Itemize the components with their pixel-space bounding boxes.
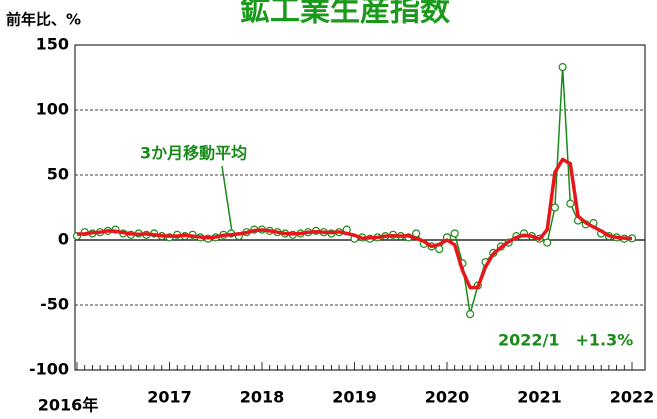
annotation: 3か月移動平均 [140, 144, 247, 163]
x-tick-label: 2018 [240, 388, 285, 407]
data-point [566, 199, 575, 208]
y-tick-label: 0 [58, 230, 69, 249]
last-value-label: 2022/1 +1.3% [498, 331, 633, 350]
x-tick-label: 2021 [517, 388, 562, 407]
y-tick-label: -50 [40, 295, 69, 314]
series-line [76, 66, 633, 315]
data-point [550, 203, 560, 212]
chart-title: 鉱工業生産指数 [240, 0, 451, 29]
x-tick-label: 2022 [610, 388, 655, 407]
data-point [558, 62, 567, 72]
x-tick-label: 2016年 [38, 396, 99, 415]
x-tick-label: 2019 [332, 388, 377, 407]
y-tick-label: 100 [36, 100, 69, 119]
data-point [450, 229, 459, 238]
annotation-arrow [221, 165, 233, 233]
x-tick-label: 2017 [147, 388, 192, 407]
y-tick-label: -100 [29, 360, 69, 379]
x-tick-label: 2020 [425, 388, 470, 407]
y-tick-label: 150 [36, 35, 69, 54]
y-axis-label: 前年比、% [6, 11, 81, 29]
data-point [466, 310, 475, 319]
series-line [76, 157, 633, 290]
y-tick-label: 50 [47, 165, 69, 184]
data-point [543, 238, 552, 247]
plot-frame [74, 44, 646, 371]
